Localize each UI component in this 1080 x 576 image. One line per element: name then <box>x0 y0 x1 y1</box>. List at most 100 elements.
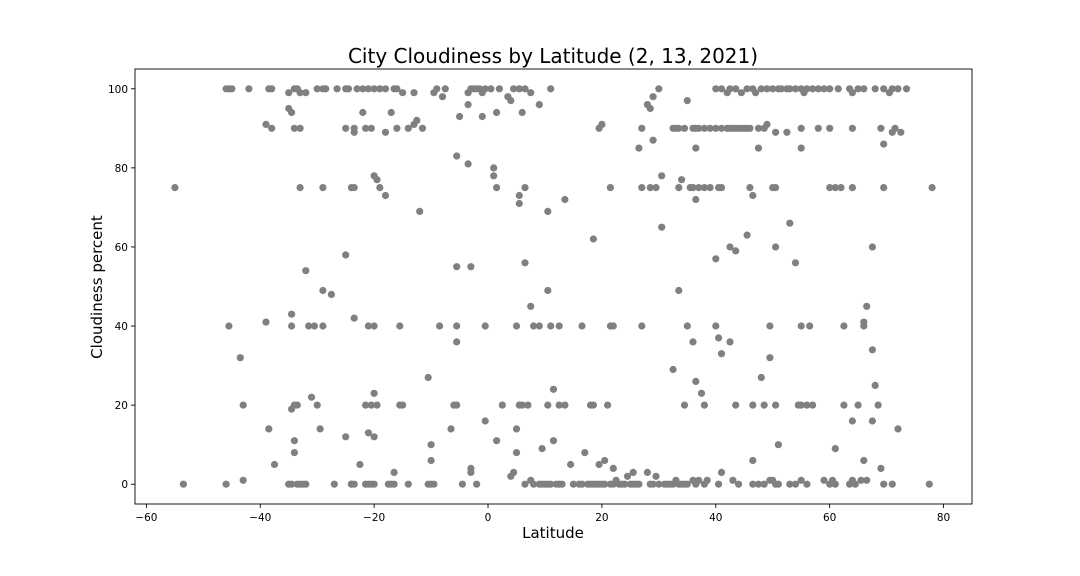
data-point <box>692 195 700 204</box>
data-point <box>481 417 489 425</box>
x-tick-label: −20 <box>363 512 385 524</box>
data-point <box>561 401 569 409</box>
data-point <box>766 354 774 362</box>
data-point <box>362 124 370 132</box>
data-point <box>535 101 543 109</box>
data-point <box>897 128 905 136</box>
data-point <box>754 144 763 152</box>
data-point <box>418 124 427 132</box>
data-point <box>880 85 888 93</box>
data-point <box>473 480 481 488</box>
data-point <box>376 184 384 192</box>
data-point <box>495 85 503 93</box>
data-point <box>797 322 805 330</box>
data-point <box>288 108 296 117</box>
data-point <box>464 160 472 168</box>
data-point <box>629 468 637 476</box>
data-point <box>316 425 324 433</box>
data-point <box>717 184 726 192</box>
data-point <box>749 191 757 200</box>
data-point <box>837 184 845 192</box>
data-point <box>675 184 683 192</box>
data-point <box>857 476 865 484</box>
data-point <box>569 480 578 488</box>
data-point <box>757 85 765 93</box>
data-point <box>692 377 700 385</box>
data-point <box>717 124 726 132</box>
data-point <box>868 243 877 251</box>
y-axis-ticks: 0 20 40 60 80 100 <box>108 84 135 491</box>
data-point <box>453 263 461 271</box>
data-point <box>179 480 187 488</box>
data-point <box>732 85 740 93</box>
data-point <box>848 89 857 97</box>
data-point <box>333 85 341 93</box>
data-point <box>820 476 828 484</box>
data-point <box>319 184 327 192</box>
data-point <box>393 85 401 93</box>
data-point <box>760 480 768 488</box>
data-point <box>791 85 800 93</box>
data-point <box>381 85 390 93</box>
data-point <box>683 97 691 105</box>
data-point <box>288 322 296 330</box>
data-point <box>410 89 418 97</box>
x-tick-label: 20 <box>595 512 608 524</box>
data-point <box>456 112 464 121</box>
data-point <box>848 124 857 132</box>
data-point <box>717 350 726 358</box>
data-point <box>695 476 703 484</box>
data-point <box>547 480 555 488</box>
data-point <box>319 286 327 295</box>
data-point <box>649 480 657 488</box>
data-point <box>453 338 461 346</box>
data-point <box>715 480 723 488</box>
data-point <box>288 480 296 488</box>
data-point <box>894 85 902 93</box>
data-point <box>880 480 888 488</box>
y-tick-label: 60 <box>115 242 128 254</box>
data-point <box>558 480 566 488</box>
data-point <box>695 124 703 132</box>
data-point <box>268 85 276 93</box>
data-point <box>222 480 230 488</box>
data-point <box>430 480 438 488</box>
data-point <box>413 116 421 124</box>
data-point <box>381 191 390 200</box>
data-point <box>749 480 757 488</box>
plot-area-frame <box>134 68 973 505</box>
data-point <box>902 85 911 93</box>
data-point <box>732 247 740 255</box>
data-point <box>544 286 552 295</box>
data-point <box>404 124 412 132</box>
data-point <box>521 184 529 192</box>
data-point <box>760 401 768 409</box>
data-point <box>851 480 859 488</box>
data-point <box>692 144 700 152</box>
data-point <box>285 89 293 97</box>
data-point <box>735 480 743 488</box>
data-point <box>678 176 686 184</box>
data-point <box>871 85 879 93</box>
data-point <box>549 385 558 393</box>
data-point <box>774 441 783 449</box>
data-point <box>863 476 871 484</box>
data-point <box>715 334 723 342</box>
x-tick-label: −60 <box>135 512 157 524</box>
data-point <box>697 389 706 397</box>
data-point <box>367 124 375 132</box>
data-point <box>427 456 435 465</box>
data-point <box>393 124 401 132</box>
data-point <box>834 85 842 93</box>
data-point <box>646 184 654 192</box>
data-point <box>732 401 740 409</box>
data-point <box>695 184 703 192</box>
data-point <box>521 85 529 93</box>
data-point <box>700 124 709 132</box>
data-point <box>490 164 498 172</box>
data-point <box>350 314 358 322</box>
data-point <box>381 128 390 136</box>
data-point <box>245 85 253 93</box>
data-point <box>680 124 689 132</box>
data-point <box>717 468 726 476</box>
